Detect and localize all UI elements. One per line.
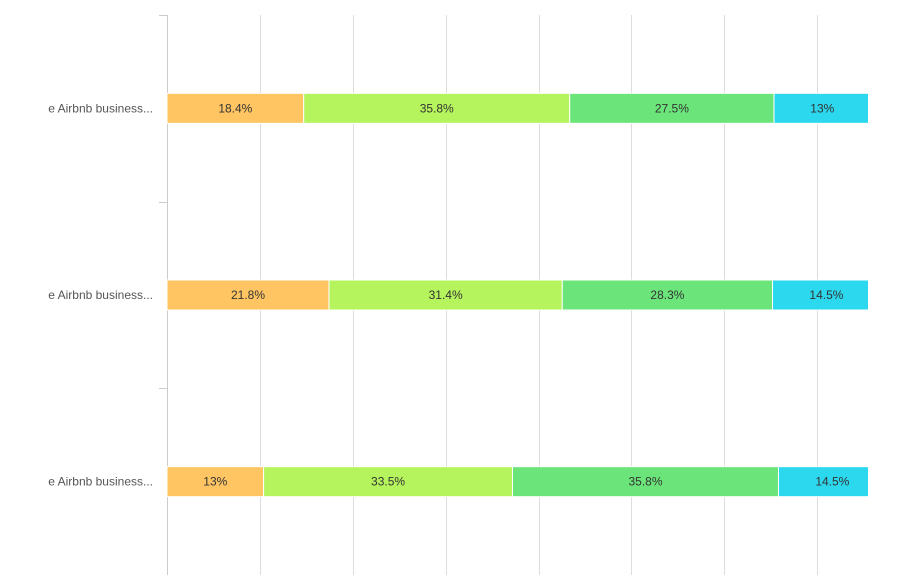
bar-segment[interactable] bbox=[772, 279, 881, 311]
data-label: 13% bbox=[203, 475, 227, 489]
category-label: e Airbnb business... bbox=[48, 475, 153, 489]
data-label: 35.8% bbox=[420, 101, 454, 115]
bar-segment[interactable] bbox=[166, 466, 265, 498]
bar-segment[interactable] bbox=[511, 466, 779, 498]
data-label: 14.5% bbox=[815, 475, 849, 489]
data-label: 35.8% bbox=[628, 475, 662, 489]
data-label: 14.5% bbox=[809, 288, 843, 302]
bar-segment[interactable] bbox=[166, 92, 305, 124]
data-label: 28.3% bbox=[650, 288, 684, 302]
bar-segment[interactable] bbox=[773, 92, 872, 124]
category-axis: e Airbnb business... e Airbnb business...… bbox=[48, 15, 168, 575]
bar-segment[interactable] bbox=[303, 92, 571, 124]
bar-segments bbox=[166, 92, 900, 498]
category-label: e Airbnb business... bbox=[48, 101, 153, 115]
data-label: 31.4% bbox=[429, 288, 463, 302]
bar-segment[interactable] bbox=[561, 279, 774, 311]
data-label: 33.5% bbox=[371, 475, 405, 489]
data-labels: 18.4%35.8%27.5%13%5.2%21.8%31.4%28.3%14.… bbox=[203, 0, 900, 575]
data-label: 18.4% bbox=[218, 101, 252, 115]
data-label: 13% bbox=[810, 101, 834, 115]
bar-segment[interactable] bbox=[166, 279, 330, 311]
data-label: 21.8% bbox=[231, 288, 265, 302]
plot-edge-mask bbox=[868, 0, 900, 575]
bar-segment[interactable] bbox=[328, 279, 563, 311]
data-label: 27.5% bbox=[655, 101, 689, 115]
category-label: e Airbnb business... bbox=[48, 288, 153, 302]
